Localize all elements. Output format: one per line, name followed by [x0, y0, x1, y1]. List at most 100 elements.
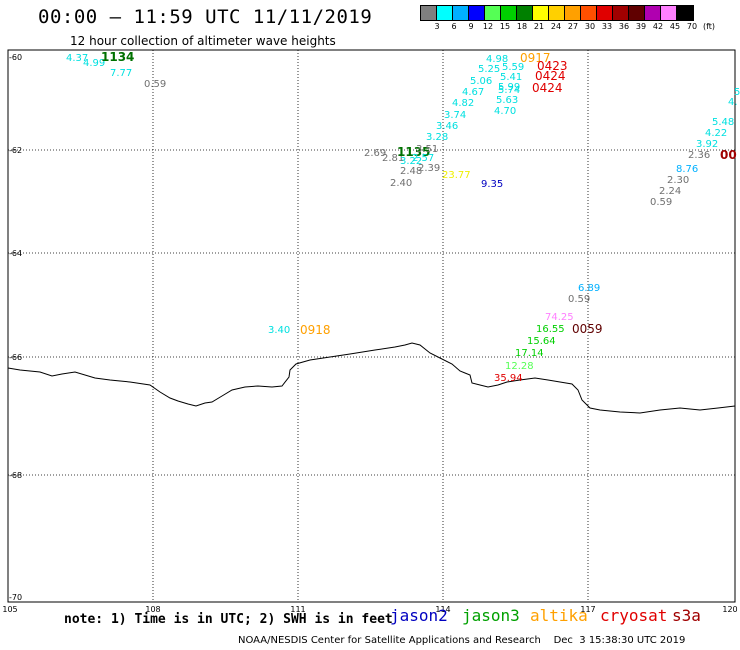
- pass-time-label: 0059: [572, 322, 603, 336]
- pass-time-label: 0917: [520, 51, 551, 65]
- footer-note: note: 1) Time is in UTC; 2) SWH is in fe…: [64, 612, 393, 627]
- scale-swatch: [629, 6, 645, 20]
- swh-reading: 3.40: [268, 325, 290, 336]
- scale-swatch: [517, 6, 533, 20]
- scale-swatch: [581, 6, 597, 20]
- swh-reading: 4.99: [83, 58, 105, 69]
- pass-time-label: 0424: [535, 69, 566, 83]
- swh-reading: 3.22: [400, 156, 422, 167]
- lon-label: 108: [145, 605, 160, 614]
- lon-label: 117: [580, 605, 595, 614]
- legend-s3a: s3a: [672, 606, 701, 625]
- swh-reading: 4.82: [452, 98, 474, 109]
- lat-label: -66: [9, 353, 22, 362]
- swh-reading: 5.63: [496, 95, 518, 106]
- swh-reading: 2.24: [659, 186, 681, 197]
- scale-label: 70: [686, 22, 698, 31]
- swh-reading: 35.94: [494, 373, 523, 384]
- scale-label: 39: [635, 22, 647, 31]
- legend-jason2: jason2: [390, 606, 448, 625]
- swh-reading: 3.28: [426, 132, 448, 143]
- legend-cryosat: cryosat: [600, 606, 668, 625]
- pass-time-label: 0424: [532, 81, 563, 95]
- swh-reading: 23.77: [442, 170, 471, 181]
- lon-label: 111: [290, 605, 305, 614]
- antarctic-coastline: [7, 342, 736, 414]
- lon-label: 114: [435, 605, 450, 614]
- swh-reading: 9.35: [481, 179, 503, 190]
- swh-reading: 0.59: [650, 197, 672, 208]
- swh-reading: 2.36: [688, 150, 710, 161]
- scale-label: 12: [482, 22, 494, 31]
- swh-reading: 2.57: [412, 153, 434, 164]
- swh-reading: 2.30: [667, 175, 689, 186]
- swh-reading: 2.81: [382, 153, 404, 164]
- lat-label: -70: [9, 593, 22, 602]
- scale-swatch: [645, 6, 661, 20]
- pass-time-label: 1135: [397, 145, 430, 159]
- swh-reading: 7.77: [110, 68, 132, 79]
- swh-reading: 12.28: [505, 361, 534, 372]
- scale-label: 3: [434, 22, 440, 31]
- swh-reading: 5.41: [500, 72, 522, 83]
- pass-time-label: 1134: [101, 50, 134, 64]
- swh-reading: 0.59: [568, 294, 590, 305]
- swh-reading: 5.06: [470, 76, 492, 87]
- swh-reading: 5.25: [478, 64, 500, 75]
- swh-reading: 15.64: [527, 336, 556, 347]
- scale-swatch: [565, 6, 581, 20]
- scale-swatch: [677, 6, 693, 20]
- pass-time-label: 0918: [300, 323, 331, 337]
- scale-label: 45: [669, 22, 681, 31]
- swh-reading: 4.98: [486, 54, 508, 65]
- scale-label: 24: [550, 22, 562, 31]
- credit-line: NOAA/NESDIS Center for Satellite Applica…: [238, 635, 686, 646]
- scale-label: 15: [499, 22, 511, 31]
- map-subtitle: 12 hour collection of altimeter wave hei…: [70, 34, 336, 48]
- map-title: 00:00 – 11:59 UTC 11/11/2019: [38, 6, 373, 28]
- scale-swatch: [533, 6, 549, 20]
- swh-reading: 5.48: [712, 117, 734, 128]
- swh-reading: 2.39: [418, 163, 440, 174]
- swh-reading: 6.89: [578, 283, 600, 294]
- scale-label: 18: [516, 22, 528, 31]
- lat-label: -60: [9, 53, 22, 62]
- scale-label: 6: [451, 22, 457, 31]
- scale-label: 30: [584, 22, 596, 31]
- swh-reading: 3.74: [444, 110, 466, 121]
- swh-reading: 3.51: [416, 144, 438, 155]
- swh-reading: 2.48: [400, 166, 422, 177]
- swh-reading: 4.67: [462, 87, 484, 98]
- lat-gridlines: [8, 149, 735, 476]
- swh-reading: 8.76: [676, 164, 698, 175]
- swh-reading: 74.25: [545, 312, 574, 323]
- color-scale: [420, 5, 694, 21]
- scale-swatch: [661, 6, 677, 20]
- scale-label: 33: [601, 22, 613, 31]
- lon-label: 105: [2, 605, 17, 614]
- swh-reading: 16.55: [536, 324, 565, 335]
- scale-swatch: [597, 6, 613, 20]
- lat-label: -68: [9, 471, 22, 480]
- legend-altika: altika: [530, 606, 588, 625]
- scale-label: 36: [618, 22, 630, 31]
- swh-reading: 5.74: [498, 85, 520, 96]
- swh-reading: 0.59: [144, 79, 166, 90]
- map-frame: [7, 49, 736, 603]
- scale-label: (ft): [702, 22, 716, 31]
- scale-label: 21: [533, 22, 545, 31]
- scale-swatch: [549, 6, 565, 20]
- swh-reading: 2.69: [364, 148, 386, 159]
- swh-reading: 5.59: [502, 62, 524, 73]
- swh-reading: 2.40: [390, 178, 412, 189]
- swh-reading: 4.70: [494, 106, 516, 117]
- scale-swatch: [437, 6, 453, 20]
- scale-label: 27: [567, 22, 579, 31]
- scale-label: 42: [652, 22, 664, 31]
- scale-swatch: [421, 6, 437, 20]
- scale-swatch: [613, 6, 629, 20]
- color-scale-labels: 3 6 9 12 15 18 21 24 27 30 33 36 39 42 45 70 (ft): [420, 22, 740, 34]
- lon-gridlines: [152, 50, 589, 602]
- swh-reading: 4.22: [705, 128, 727, 139]
